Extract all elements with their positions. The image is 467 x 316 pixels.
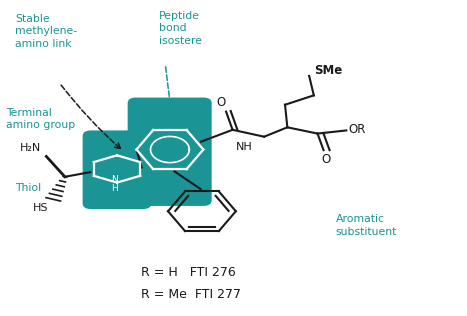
FancyBboxPatch shape bbox=[127, 98, 212, 206]
Text: O: O bbox=[322, 153, 331, 166]
Text: OR: OR bbox=[349, 123, 366, 136]
Text: Stable
methylene-
amino link: Stable methylene- amino link bbox=[15, 14, 78, 49]
Text: Terminal
amino group: Terminal amino group bbox=[6, 108, 75, 130]
FancyBboxPatch shape bbox=[83, 131, 151, 209]
Text: R = Me  FTI 277: R = Me FTI 277 bbox=[141, 288, 241, 301]
Text: H₂N: H₂N bbox=[20, 143, 41, 153]
Text: R = H   FTI 276: R = H FTI 276 bbox=[141, 266, 235, 279]
Text: NH: NH bbox=[236, 142, 253, 152]
Text: Thiol: Thiol bbox=[15, 183, 42, 193]
Text: HS: HS bbox=[33, 203, 49, 213]
Text: SMe: SMe bbox=[314, 64, 342, 77]
Text: Peptide
bond
isostere: Peptide bond isostere bbox=[159, 11, 202, 46]
Text: Aromatic
substituent: Aromatic substituent bbox=[336, 214, 397, 237]
Text: O: O bbox=[216, 96, 225, 109]
Text: N
H: N H bbox=[111, 175, 118, 193]
